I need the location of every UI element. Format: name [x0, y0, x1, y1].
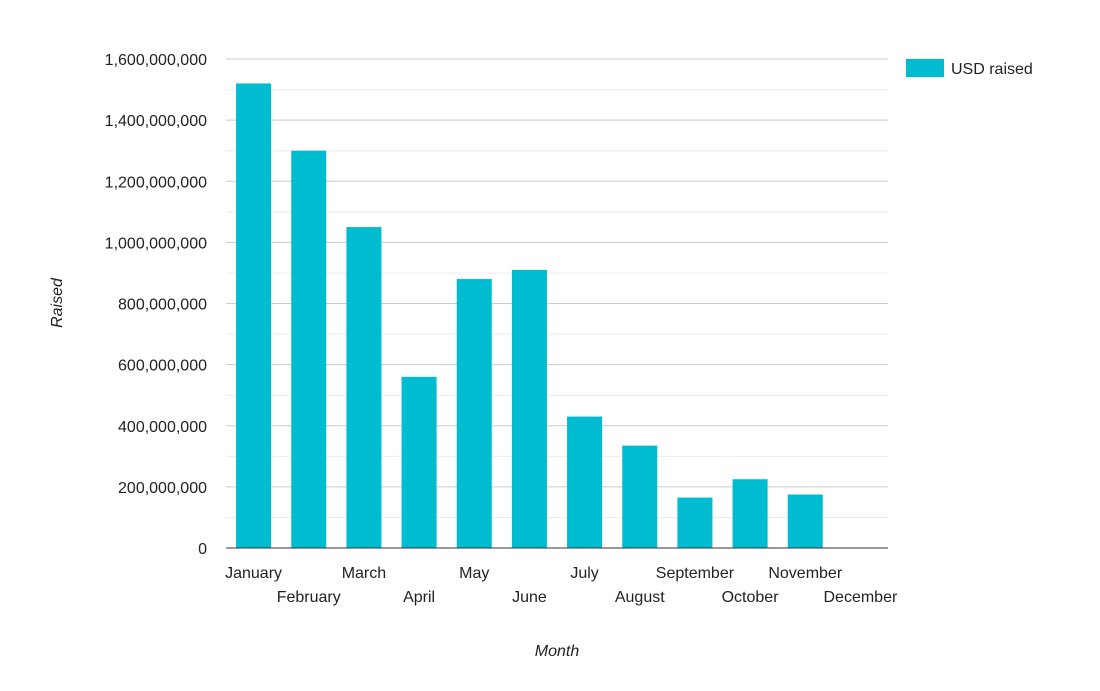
bar-april	[401, 376, 437, 548]
x-tick-label-february: February	[277, 589, 341, 606]
x-tick-label-september: September	[656, 565, 735, 582]
x-tick-label-march: March	[342, 565, 386, 582]
x-tick-label-november: November	[768, 565, 842, 582]
y-tick-label: 600,000,000	[118, 358, 207, 375]
bar-august	[622, 445, 658, 548]
y-tick-label: 200,000,000	[118, 480, 207, 497]
y-tick-label: 1,200,000,000	[105, 174, 207, 191]
bar-september	[677, 497, 713, 548]
x-tick-label-june: June	[512, 589, 547, 606]
bar-march	[346, 227, 382, 548]
x-tick-label-july: July	[570, 565, 598, 582]
legend-label: USD raised	[951, 61, 1033, 78]
bar-november	[787, 494, 823, 548]
x-tick-label-october: October	[722, 589, 780, 606]
bar-october	[732, 479, 768, 548]
x-tick-label-may: May	[459, 565, 489, 582]
x-tick-label-january: January	[225, 565, 282, 582]
x-tick-label-april: April	[403, 589, 435, 606]
x-tick-label-december: December	[824, 589, 898, 606]
y-tick-label: 400,000,000	[118, 419, 207, 436]
y-tick-label: 800,000,000	[118, 297, 207, 314]
bar-january	[236, 83, 272, 548]
bar-june	[511, 269, 547, 548]
y-tick-label: 1,600,000,000	[105, 52, 207, 69]
bar-february	[291, 150, 327, 548]
x-tick-label-august: August	[615, 589, 665, 606]
bar-july	[567, 416, 603, 548]
bar-may	[456, 279, 492, 548]
y-tick-label: 0	[198, 541, 207, 558]
gridlines	[226, 58, 888, 518]
y-axis-tick-labels: 0 200,000,000 400,000,000 600,000,000 800,00…	[105, 52, 207, 558]
y-axis-title: Raised	[49, 277, 66, 328]
legend: USD raised	[906, 59, 1033, 78]
y-tick-label: 1,000,000,000	[105, 235, 207, 252]
x-axis-title: Month	[535, 643, 580, 660]
y-tick-label: 1,400,000,000	[105, 113, 207, 130]
legend-swatch	[906, 59, 944, 77]
bars	[236, 83, 823, 548]
